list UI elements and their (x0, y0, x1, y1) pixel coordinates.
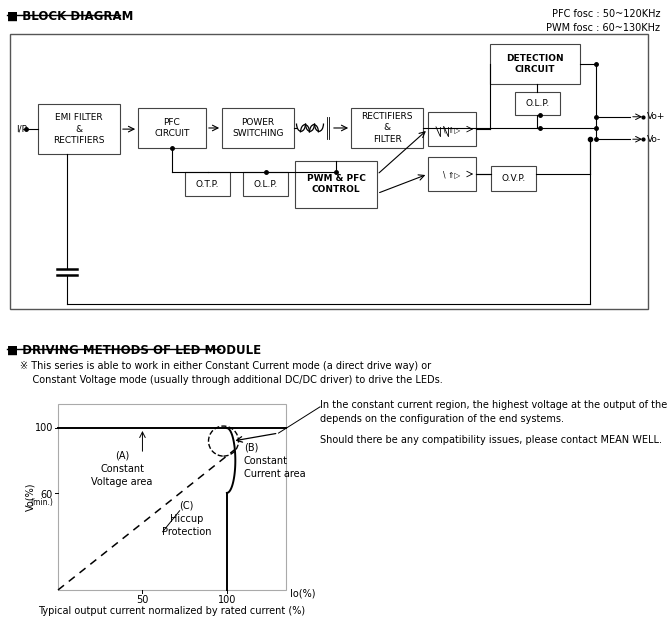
Bar (428, 112, 476, 146)
Text: O.L.P.: O.L.P. (525, 99, 549, 108)
Text: (A)
Constant
Voltage area: (A) Constant Voltage area (92, 451, 153, 487)
Text: 100: 100 (218, 595, 236, 605)
Bar (138, 108, 206, 148)
Text: PWM & PFC
CONTROL: PWM & PFC CONTROL (307, 174, 365, 194)
Text: I/P: I/P (16, 125, 27, 133)
Bar (10, 33, 648, 309)
Text: O.T.P.: O.T.P. (196, 180, 219, 188)
Bar (243, 172, 288, 197)
Text: POWER
SWITCHING: POWER SWITCHING (232, 118, 284, 138)
Text: PFC
CIRCUIT: PFC CIRCUIT (154, 118, 190, 138)
Text: In the constant current region, the highest voltage at the output of the driver: In the constant current region, the high… (320, 400, 670, 410)
Text: O.L.P.: O.L.P. (253, 180, 277, 188)
Text: Vo+: Vo+ (647, 112, 665, 121)
Bar (428, 157, 476, 191)
Text: DETECTION
CIRCUIT: DETECTION CIRCUIT (507, 54, 564, 74)
Text: Typical output current normalized by rated current (%): Typical output current normalized by rat… (38, 606, 306, 616)
Text: EMI FILTER
&
RECTIFIERS: EMI FILTER & RECTIFIERS (53, 113, 105, 145)
Text: 50: 50 (136, 595, 149, 605)
Text: O.V.P.: O.V.P. (501, 174, 526, 183)
Text: RECTIFIERS
&
FILTER: RECTIFIERS & FILTER (361, 112, 413, 144)
Text: Vo-: Vo- (647, 135, 661, 144)
Text: 100: 100 (35, 423, 53, 433)
Text: Should there be any compatibility issues, please contact MEAN WELL.: Should there be any compatibility issues… (320, 435, 662, 445)
Bar (58, 404, 286, 590)
Bar (222, 108, 294, 148)
Text: (C)
Hiccup
Protection: (C) Hiccup Protection (161, 501, 211, 537)
Bar (295, 161, 377, 208)
Text: Vo(%): Vo(%) (25, 483, 35, 511)
Text: ■ DRIVING METHODS OF LED MODULE: ■ DRIVING METHODS OF LED MODULE (7, 344, 261, 357)
Text: \ ⇑▷: \ ⇑▷ (444, 169, 461, 179)
Bar (185, 172, 230, 197)
Bar (490, 44, 580, 84)
Bar (351, 108, 423, 148)
Bar (491, 166, 536, 191)
Text: Io(%): Io(%) (290, 589, 316, 599)
Text: ■ BLOCK DIAGRAM: ■ BLOCK DIAGRAM (7, 10, 133, 23)
Text: depends on the configuration of the end systems.: depends on the configuration of the end … (320, 414, 564, 424)
Text: ※ This series is able to work in either Constant Current mode (a direct drive wa: ※ This series is able to work in either … (20, 361, 443, 385)
Bar (515, 92, 560, 114)
Text: \ ⇑▷: \ ⇑▷ (444, 125, 461, 133)
Text: (B)
Constant
Current area: (B) Constant Current area (244, 442, 306, 479)
Text: (min.): (min.) (30, 498, 53, 507)
Text: 60: 60 (41, 490, 53, 500)
Bar (38, 104, 120, 154)
Text: PFC fosc : 50~120KHz
PWM fosc : 60~130KHz: PFC fosc : 50~120KHz PWM fosc : 60~130KH… (546, 9, 660, 33)
